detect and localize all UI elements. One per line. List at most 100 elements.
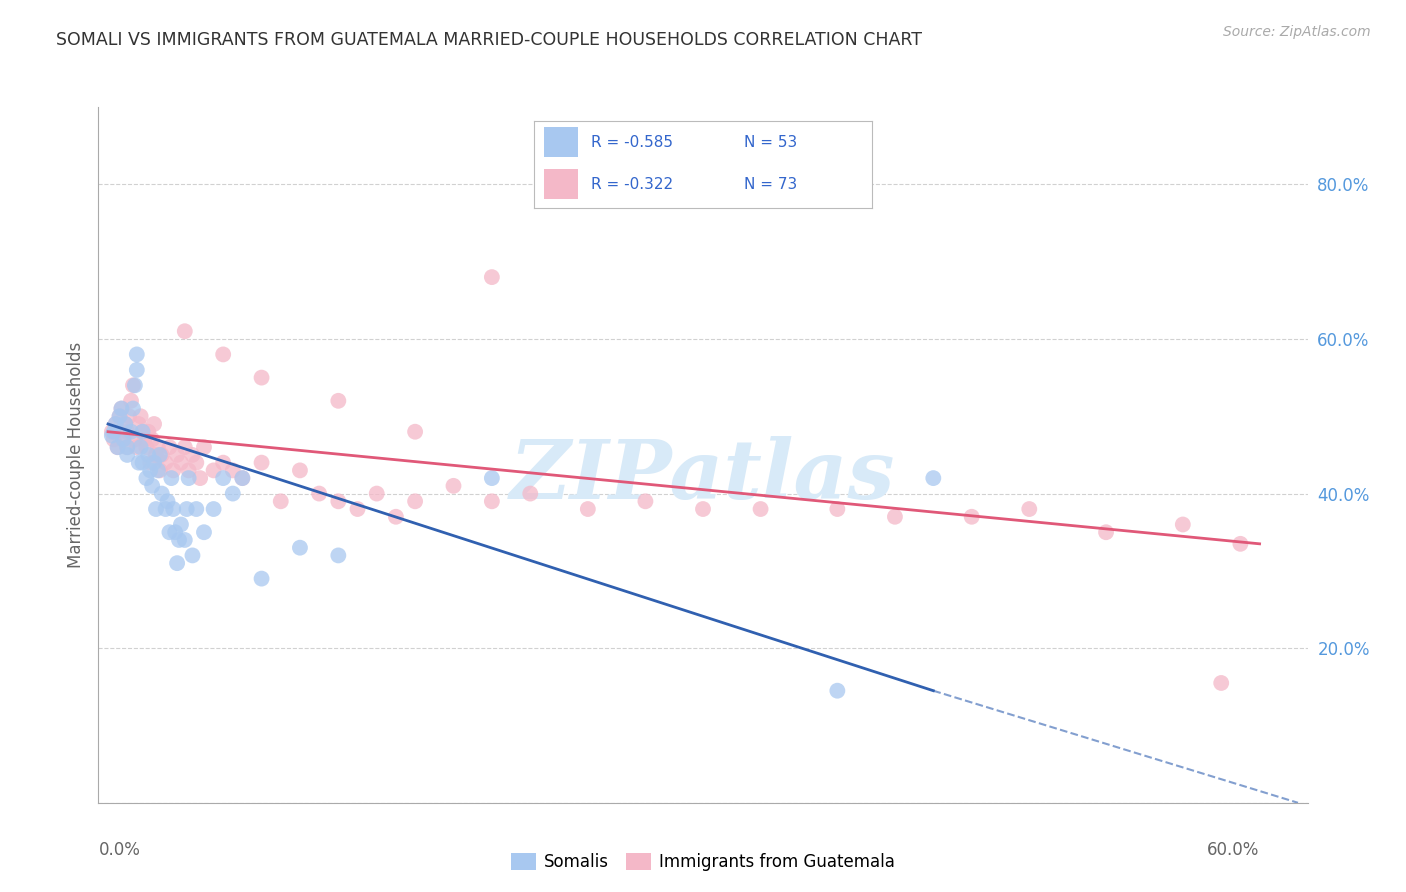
Point	[107, 440, 129, 454]
Point	[170, 456, 193, 470]
Point	[634, 494, 657, 508]
Point	[202, 502, 225, 516]
Point	[212, 456, 235, 470]
Point	[270, 494, 292, 508]
Point	[1171, 517, 1194, 532]
Point	[115, 440, 138, 454]
Point	[131, 425, 153, 439]
Point	[115, 425, 138, 439]
Point	[118, 409, 141, 424]
Point	[827, 683, 849, 698]
Point	[576, 502, 599, 516]
Point	[108, 409, 131, 424]
Legend: Somalis, Immigrants from Guatemala: Somalis, Immigrants from Guatemala	[505, 847, 901, 878]
Point	[167, 533, 190, 547]
Y-axis label: Married-couple Households: Married-couple Households	[66, 342, 84, 568]
Point	[481, 471, 503, 485]
Text: 60.0%: 60.0%	[1208, 841, 1260, 859]
Text: 0.0%: 0.0%	[98, 841, 141, 859]
Point	[404, 494, 426, 508]
Point	[193, 440, 215, 454]
Point	[146, 440, 169, 454]
Point	[328, 393, 350, 408]
Point	[131, 425, 153, 439]
Point	[166, 556, 188, 570]
Point	[186, 502, 208, 516]
Text: SOMALI VS IMMIGRANTS FROM GUATEMALA MARRIED-COUPLE HOUSEHOLDS CORRELATION CHART: SOMALI VS IMMIGRANTS FROM GUATEMALA MARR…	[56, 31, 922, 49]
Point	[124, 378, 146, 392]
Point	[692, 502, 714, 516]
Point	[1211, 676, 1233, 690]
Point	[103, 433, 125, 447]
Point	[960, 509, 983, 524]
Point	[107, 440, 129, 454]
Point	[1018, 502, 1040, 516]
Point	[181, 549, 204, 563]
Point	[139, 456, 162, 470]
Point	[125, 440, 148, 454]
Point	[143, 417, 166, 431]
Point	[122, 378, 145, 392]
Point	[103, 425, 125, 439]
Point	[166, 448, 188, 462]
Point	[101, 425, 124, 439]
Point	[150, 448, 173, 462]
Point	[159, 525, 181, 540]
Point	[250, 572, 273, 586]
Point	[181, 448, 204, 462]
Point	[1095, 525, 1118, 540]
Point	[212, 347, 235, 361]
Point	[146, 463, 169, 477]
Point	[110, 401, 132, 416]
Point	[173, 533, 195, 547]
Point	[443, 479, 465, 493]
Point	[188, 471, 211, 485]
Point	[135, 440, 157, 454]
Point	[231, 471, 253, 485]
Point	[222, 463, 245, 477]
Point	[385, 509, 408, 524]
Point	[212, 471, 235, 485]
Point	[231, 471, 253, 485]
Point	[101, 428, 124, 442]
Point	[139, 463, 162, 477]
Point	[112, 433, 135, 447]
Point	[481, 270, 503, 285]
Point	[827, 502, 849, 516]
Point	[250, 456, 273, 470]
Point	[129, 409, 152, 424]
Point	[104, 417, 127, 431]
Point	[308, 486, 330, 500]
Point	[143, 456, 166, 470]
Point	[165, 525, 187, 540]
Point	[149, 448, 172, 462]
Point	[328, 494, 350, 508]
Point	[159, 440, 181, 454]
Point	[110, 401, 132, 416]
Point	[145, 448, 167, 462]
Point	[134, 433, 156, 447]
Point	[141, 433, 163, 447]
Point	[288, 463, 311, 477]
Point	[155, 456, 177, 470]
Point	[176, 502, 198, 516]
Point	[160, 471, 183, 485]
Point	[328, 549, 350, 563]
Point	[519, 486, 541, 500]
Point	[150, 486, 173, 500]
Point	[135, 471, 157, 485]
Point	[481, 494, 503, 508]
Text: Source: ZipAtlas.com: Source: ZipAtlas.com	[1223, 25, 1371, 39]
Point	[124, 433, 146, 447]
Point	[112, 433, 135, 447]
Point	[141, 479, 163, 493]
Point	[125, 363, 148, 377]
Point	[162, 502, 184, 516]
Point	[114, 417, 136, 431]
Text: ZIPatlas: ZIPatlas	[510, 436, 896, 516]
Point	[125, 347, 148, 361]
Point	[156, 494, 179, 508]
Point	[131, 456, 153, 470]
Point	[128, 417, 150, 431]
Point	[222, 486, 245, 500]
